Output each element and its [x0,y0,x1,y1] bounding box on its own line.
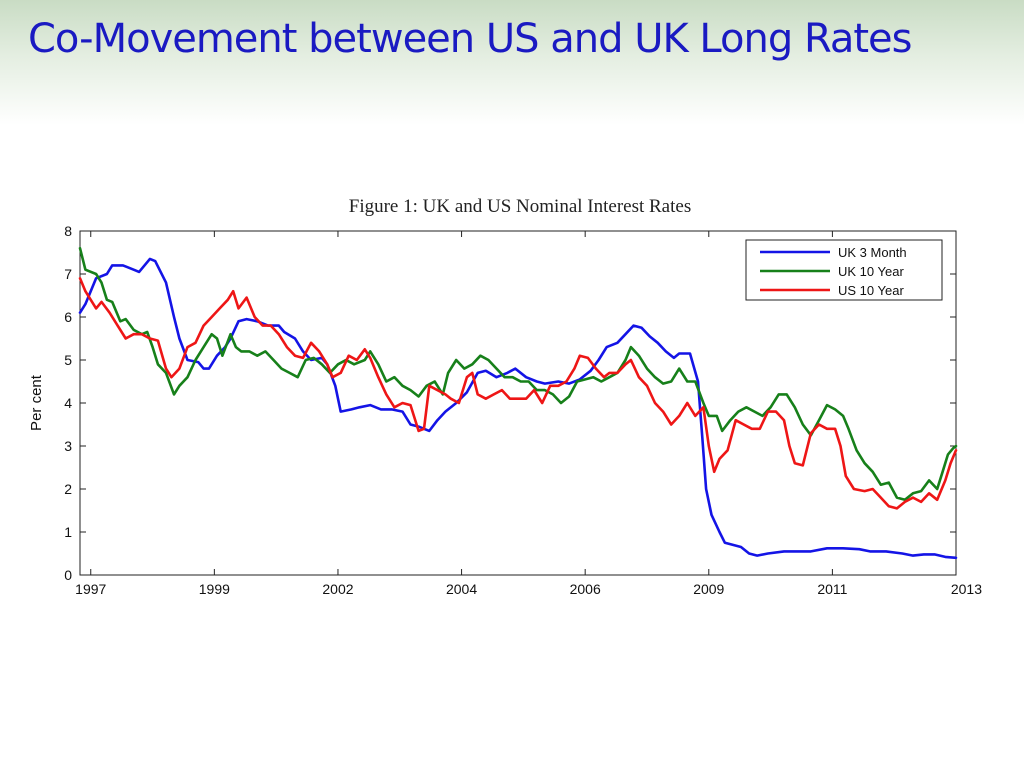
x-tick-label: 2002 [322,581,353,597]
y-tick-label: 4 [64,395,72,411]
x-tick-label: 2011 [817,581,847,597]
y-tick-label: 8 [64,223,72,239]
slide-title: Co-Movement between US and UK Long Rates [28,16,912,62]
series-line-1 [78,257,958,560]
series-line-3 [78,277,958,510]
legend-entry: UK 10 Year [838,264,904,279]
x-tick-label: 2006 [570,581,601,597]
x-tick-label: 2004 [446,581,477,597]
legend: UK 3 Month UK 10 Year US 10 Year [745,239,943,301]
y-tick-label: 6 [64,309,72,325]
legend-entry: US 10 Year [838,283,904,298]
x-tick-label: 2013 [951,581,982,597]
series-line-2 [78,246,958,502]
legend-entry: UK 3 Month [838,245,907,260]
series-group [78,246,958,560]
y-axis-label: Per cent [28,374,45,431]
title-band [0,0,1024,125]
x-tick-label: 1997 [75,581,106,597]
x-tick-label: 2009 [693,581,724,597]
y-tick-label: 5 [64,352,72,368]
y-tick-label: 0 [64,567,72,583]
axes-group: 0 1 2 3 4 5 6 7 8 1997 1999 2002 2004 2006 2009 2011 201… [64,223,982,597]
y-tick-label: 2 [64,481,72,497]
y-tick-label: 7 [64,266,72,282]
x-tick-label: 1999 [199,581,230,597]
y-tick-label: 3 [64,438,72,454]
figure-title: Figure 1: UK and US Nominal Interest Rat… [349,196,691,217]
y-tick-label: 1 [64,524,72,540]
